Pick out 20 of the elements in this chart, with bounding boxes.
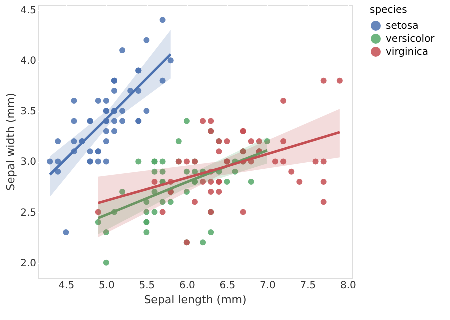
legend-title: species (370, 5, 408, 16)
x-tick-label: 6.0 (179, 280, 196, 292)
y-tick-label: 2.0 (20, 258, 36, 270)
y-axis-title: Sepal width (mm) (4, 93, 18, 191)
legend-label: versicolor (386, 34, 436, 45)
x-tick-label: 7.0 (260, 280, 276, 292)
x-tick-label: 5.5 (139, 280, 156, 292)
legend-label: setosa (386, 21, 419, 32)
y-tick-label: 3.5 (20, 106, 36, 118)
x-tick-label: 6.5 (220, 280, 236, 292)
y-tick-label: 3.0 (20, 157, 36, 168)
legend-label: virginica (386, 47, 428, 58)
y-tick-label: 4.0 (20, 56, 36, 68)
x-tick-label: 8.0 (340, 280, 356, 292)
x-tick-label: 7.5 (300, 280, 316, 292)
x-axis-title: Sepal length (mm) (144, 294, 247, 306)
x-tick-label: 4.5 (58, 280, 75, 292)
y-tick-label: 2.5 (20, 208, 36, 219)
x-tick-label: 5.0 (98, 280, 115, 292)
y-tick-label: 4.5 (20, 6, 36, 17)
